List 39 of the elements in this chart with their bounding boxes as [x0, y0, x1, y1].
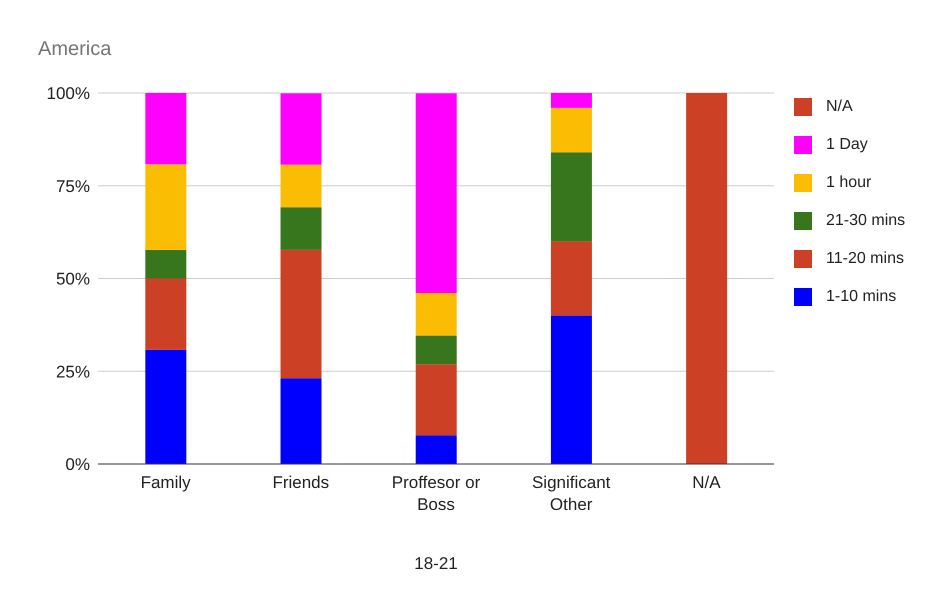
- bar: [416, 364, 457, 436]
- bar: [280, 93, 322, 165]
- y-tick-label: 75%: [56, 176, 90, 196]
- bar: [550, 93, 592, 108]
- y-tick-label: 50%: [56, 270, 90, 289]
- bar: [416, 292, 457, 336]
- bar: [280, 250, 322, 378]
- bar: [145, 350, 186, 464]
- x-tick-label: Proffesor or Boss: [392, 473, 481, 514]
- y-tick-label: 0%: [65, 455, 90, 474]
- bar: [145, 164, 186, 250]
- bar: [416, 93, 457, 293]
- bar: [145, 278, 186, 350]
- bar: [416, 435, 457, 464]
- legend-label: 11-20 mins: [826, 250, 904, 268]
- x-tick-label: Friends: [272, 473, 330, 492]
- x-tick-label: Significant Other: [532, 473, 611, 514]
- legend-label: 21-30 mins: [826, 212, 906, 230]
- bar: [550, 152, 592, 242]
- bar: [145, 250, 186, 278]
- bar: [550, 241, 592, 316]
- x-tick-label: Family: [140, 473, 192, 492]
- bar: [686, 93, 728, 464]
- x-tick-label: N/A: [692, 473, 722, 492]
- bar: [550, 316, 592, 464]
- bar: [280, 378, 322, 464]
- chart-title: America: [38, 38, 112, 61]
- bar: [280, 207, 322, 250]
- legend-label: 1 Day: [826, 136, 868, 154]
- y-tick-label: 100%: [46, 84, 90, 104]
- bar: [550, 108, 592, 152]
- legend-label: 1 hour: [826, 174, 872, 192]
- bar: [145, 93, 186, 164]
- legend-label: N/A: [826, 98, 853, 116]
- x-axis-title: 18-21: [414, 554, 458, 573]
- y-tick-label: 25%: [56, 362, 90, 382]
- bar: [280, 164, 322, 208]
- bar: [416, 336, 457, 364]
- legend-label: 1-10 mins: [826, 288, 896, 306]
